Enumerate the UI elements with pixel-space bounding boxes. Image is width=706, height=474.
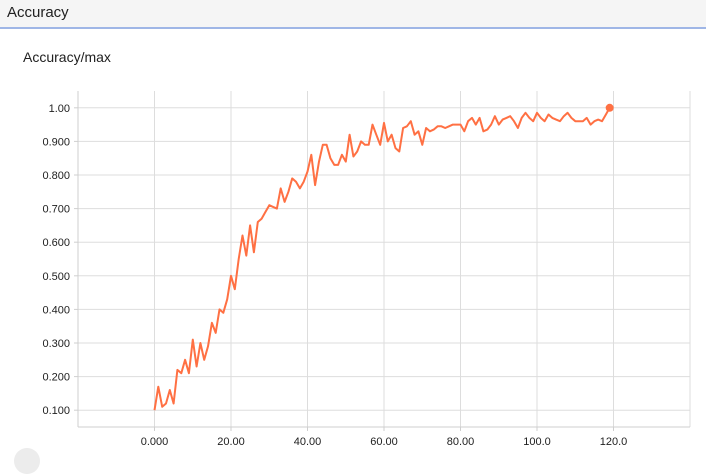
last-point-marker[interactable] bbox=[605, 103, 614, 112]
y-tick-label: 0.800 bbox=[42, 170, 70, 182]
x-tick-label: 100.0 bbox=[523, 436, 551, 448]
y-tick-label: 0.100 bbox=[42, 405, 70, 417]
x-tick-label: 40.00 bbox=[294, 436, 322, 448]
axis-layer: 0.100 0.200 0.300 0.400 0.500 0.600 0.700 0.800… bbox=[42, 91, 690, 448]
series-line[interactable] bbox=[153, 107, 611, 411]
fit-domain-button[interactable] bbox=[14, 448, 40, 474]
x-tick-label: 80.00 bbox=[447, 436, 475, 448]
x-tick-label: 20.00 bbox=[217, 436, 245, 448]
section-title: Accuracy bbox=[7, 4, 69, 21]
y-tick-label: 0.700 bbox=[42, 204, 70, 216]
chart-title: Accuracy/max bbox=[23, 49, 111, 65]
y-tick-label: 0.900 bbox=[42, 136, 70, 148]
y-tick-label: 1.00 bbox=[49, 103, 70, 115]
y-tick-label: 0.300 bbox=[42, 338, 70, 350]
x-tick-label: 60.00 bbox=[370, 436, 398, 448]
y-tick-label: 0.200 bbox=[42, 372, 70, 384]
x-tick-label: 120.0 bbox=[600, 436, 628, 448]
y-tick-label: 0.500 bbox=[42, 271, 70, 283]
accuracy-line-chart: 0.100 0.200 0.300 0.400 0.500 0.600 0.700 0.800… bbox=[42, 91, 691, 448]
x-tick-label: 0.000 bbox=[141, 436, 169, 448]
y-tick-label: 0.400 bbox=[42, 304, 70, 316]
grid-layer bbox=[78, 91, 691, 427]
y-tick-label: 0.600 bbox=[42, 237, 70, 249]
series-layer bbox=[153, 103, 614, 411]
section-header[interactable]: Accuracy bbox=[0, 0, 706, 29]
